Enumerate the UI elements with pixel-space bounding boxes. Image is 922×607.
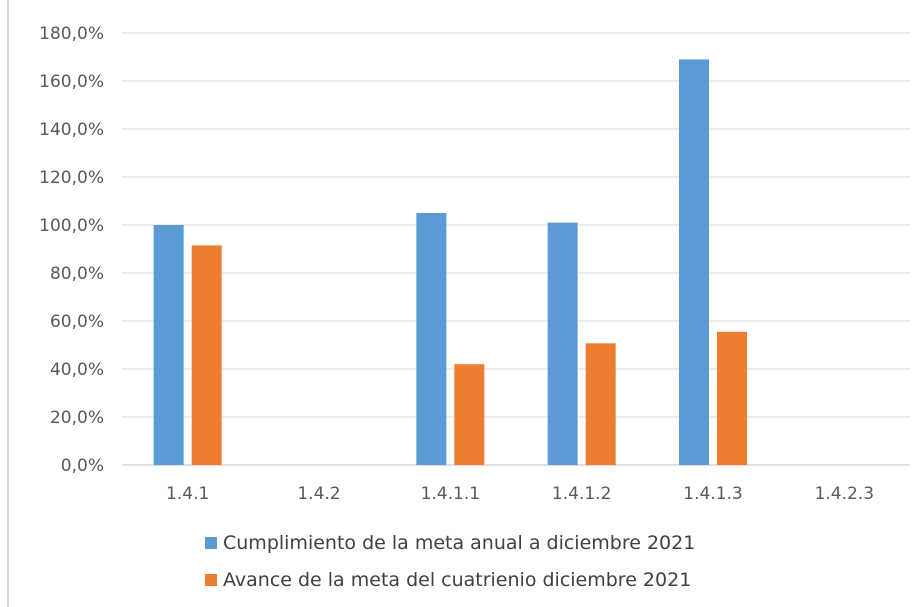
y-tick-label: 160,0% — [39, 72, 104, 92]
x-tick-label: 1.4.1.1 — [421, 484, 480, 504]
x-tick-label: 1.4.2 — [297, 484, 340, 504]
x-axis-tick-labels: 1.4.1 1.4.2 1.4.1.1 1.4.1.2 1.4.1.3 1.4.2.3 — [166, 484, 874, 504]
bar-series-1-1-4-1-2 — [547, 222, 578, 465]
x-tick-label: 1.4.1 — [166, 484, 209, 504]
bar-series-1-1-4-1 — [153, 225, 184, 465]
bar-series-2-1-4-1-3 — [717, 331, 747, 465]
y-tick-label: 80,0% — [50, 264, 104, 284]
bars — [153, 59, 747, 466]
bar-series-1-1-4-1-1 — [416, 213, 447, 465]
y-tick-label: 0,0% — [61, 456, 104, 476]
x-tick-label: 1.4.1.3 — [683, 484, 742, 504]
y-tick-label: 60,0% — [50, 312, 104, 332]
y-tick-label: 40,0% — [50, 360, 104, 380]
legend-item-series-2: Avance de la meta del cuatrienio diciemb… — [205, 569, 691, 591]
y-tick-label: 120,0% — [39, 168, 104, 188]
x-tick-label: 1.4.2.3 — [815, 484, 874, 504]
chart-frame-border — [7, 0, 9, 607]
y-axis-tick-labels: 0,0% 20,0% 40,0% 60,0% 80,0% 100,0% 120,0% 140,… — [39, 24, 104, 476]
legend-swatch-series-1 — [205, 537, 217, 549]
y-tick-label: 100,0% — [39, 216, 104, 236]
legend-swatch-series-2 — [205, 574, 217, 586]
y-tick-label: 20,0% — [50, 408, 104, 428]
bar-series-2-1-4-1-1 — [454, 364, 485, 465]
gridlines — [122, 32, 910, 466]
bar-series-2-1-4-1 — [191, 245, 222, 465]
y-tick-label: 140,0% — [39, 120, 104, 140]
bar-series-1-1-4-1-3 — [679, 59, 709, 466]
y-tick-label: 180,0% — [39, 24, 104, 44]
legend-label-series-2: Avance de la meta del cuatrienio diciemb… — [223, 569, 692, 591]
legend-item-series-1: Cumplimiento de la meta anual a diciembr… — [205, 532, 695, 554]
bar-series-2-1-4-1-2 — [585, 343, 616, 465]
legend-label-series-1: Cumplimiento de la meta anual a diciembr… — [223, 532, 696, 554]
x-tick-label: 1.4.1.2 — [552, 484, 611, 504]
